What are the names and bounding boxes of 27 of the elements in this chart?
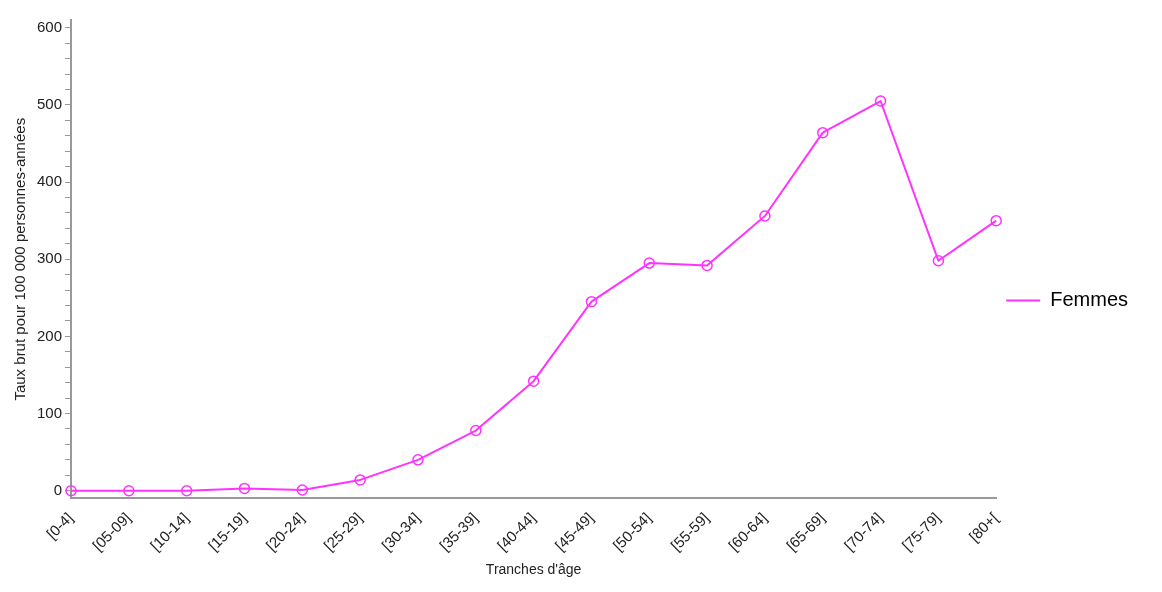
- point: [990, 214, 1002, 227]
- y-tick-label: 600: [37, 17, 63, 35]
- point: [180, 484, 193, 497]
- point: [874, 95, 887, 107]
- y-axis-title: Taux brut pour 100 000 personnes-années: [11, 117, 29, 401]
- point: [527, 375, 540, 387]
- point: [932, 255, 945, 267]
- point: [585, 295, 598, 308]
- y-tick-label: 100: [37, 403, 63, 421]
- point: [238, 482, 251, 495]
- y-tick-label: 400: [37, 172, 63, 190]
- point: [816, 126, 829, 139]
- y-tick-label: 0: [53, 480, 63, 498]
- legend-label: Femmes: [1050, 288, 1129, 311]
- point: [296, 484, 309, 496]
- y-tick-label: 200: [37, 326, 63, 344]
- point: [470, 424, 482, 437]
- point: [759, 210, 771, 222]
- y-tick-label: 500: [37, 95, 63, 113]
- point: [701, 259, 713, 272]
- point: [65, 484, 77, 497]
- point: [354, 474, 366, 486]
- point: [412, 454, 424, 466]
- y-tick-label: 300: [37, 249, 63, 267]
- point: [643, 257, 656, 269]
- point: [123, 484, 135, 497]
- x-axis-title: Tranches d'âge: [485, 561, 582, 578]
